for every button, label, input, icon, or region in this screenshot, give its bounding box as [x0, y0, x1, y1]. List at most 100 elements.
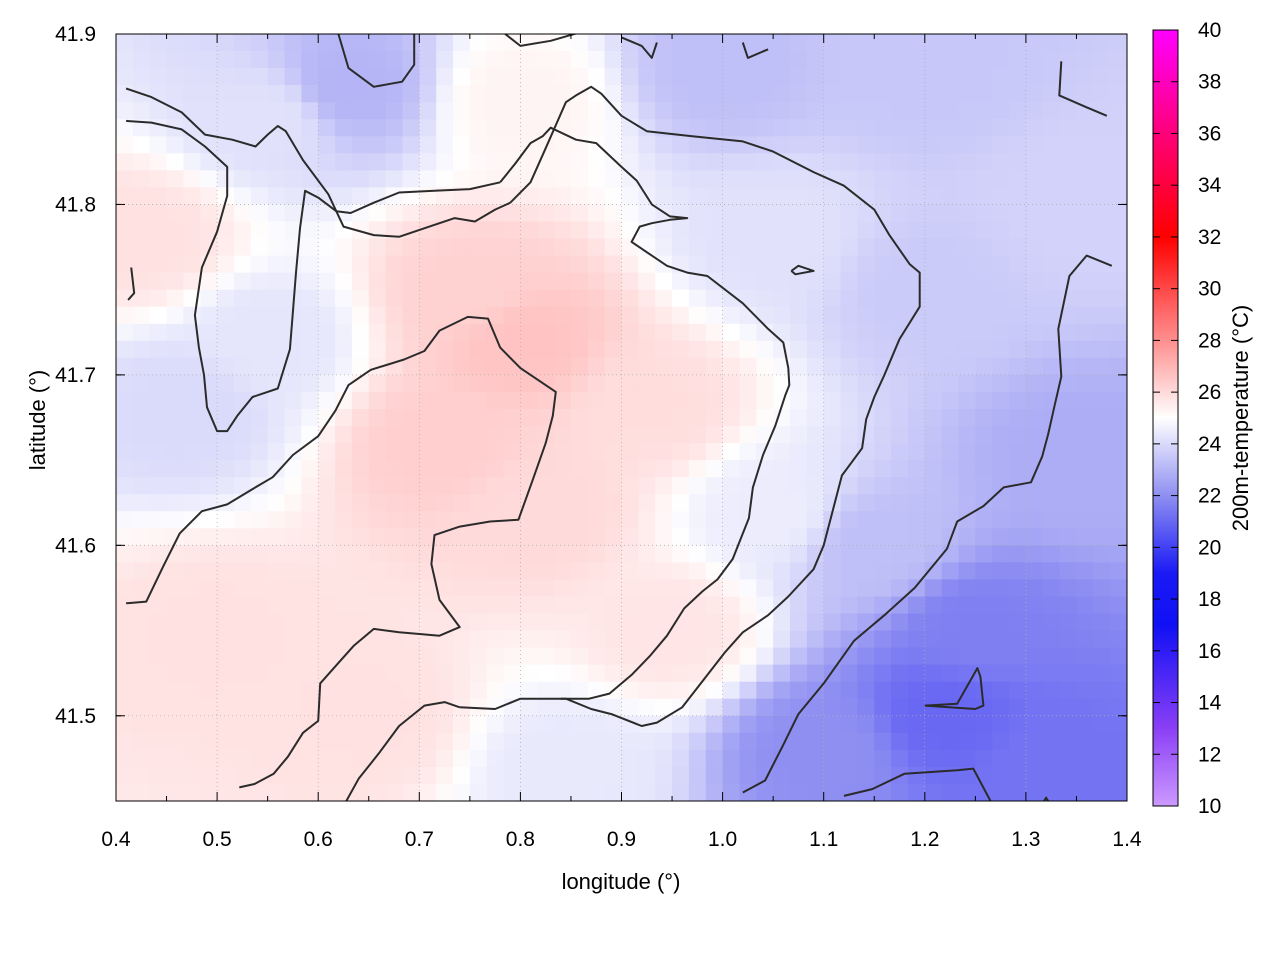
heatmap-cell — [284, 647, 302, 666]
heatmap-cell — [486, 766, 505, 785]
heatmap-cell — [1009, 306, 1027, 325]
heatmap-cell — [284, 255, 302, 274]
heatmap-cell — [132, 306, 151, 325]
heatmap-cell — [1042, 732, 1061, 751]
heatmap-cell — [891, 460, 909, 478]
heatmap-cell — [116, 340, 134, 359]
heatmap-cell — [722, 374, 740, 393]
heatmap-cell — [1059, 579, 1077, 597]
heatmap-cell — [520, 85, 538, 103]
heatmap-cell — [924, 562, 943, 580]
heatmap-cell — [419, 443, 437, 461]
heatmap-cell — [806, 357, 825, 376]
heatmap-cell — [806, 221, 825, 240]
heatmap-cell — [672, 187, 690, 205]
heatmap-cell — [688, 357, 707, 376]
heatmap-cell — [503, 477, 521, 495]
heatmap-cell — [132, 323, 151, 342]
heatmap-cell — [571, 409, 589, 427]
heatmap-cell — [891, 528, 909, 546]
heatmap-cell — [823, 170, 842, 188]
heatmap-cell — [402, 681, 420, 700]
heatmap-cell — [149, 34, 168, 52]
heatmap-cell — [638, 204, 656, 222]
heatmap-cell — [149, 732, 168, 751]
heatmap-cell — [790, 698, 808, 717]
heatmap-cell — [149, 698, 168, 717]
heatmap-cell — [975, 119, 993, 137]
heatmap-cell — [1042, 102, 1061, 120]
heatmap-cell — [638, 102, 656, 120]
heatmap-cell — [908, 136, 926, 154]
heatmap-cell — [301, 784, 319, 801]
heatmap-cell — [537, 766, 555, 785]
heatmap-cell — [385, 784, 403, 801]
heatmap-cell — [234, 477, 252, 495]
heatmap-cell — [688, 323, 707, 342]
contour-line — [337, 34, 416, 88]
heatmap-cell — [1059, 68, 1077, 86]
heatmap-cell — [604, 494, 623, 512]
heatmap-cell — [385, 698, 403, 717]
heatmap-cell — [234, 749, 252, 768]
heatmap-cell — [503, 715, 521, 734]
heatmap-cell — [368, 391, 387, 410]
heatmap-cell — [756, 715, 774, 734]
heatmap-cell — [200, 630, 218, 649]
heatmap-cell — [1009, 698, 1027, 717]
heatmap-cell — [840, 306, 859, 325]
heatmap-cell — [537, 119, 555, 137]
heatmap-cell — [672, 306, 690, 325]
heatmap-cell — [739, 170, 757, 188]
heatmap-cell — [453, 187, 471, 205]
heatmap-cell — [1025, 477, 1044, 495]
heatmap-cell — [638, 732, 656, 751]
heatmap-cell — [823, 68, 842, 86]
heatmap-cell — [773, 664, 791, 683]
heatmap-cell — [773, 391, 791, 410]
heatmap-cell — [267, 732, 286, 751]
heatmap-cell — [587, 460, 606, 478]
heatmap-cell — [335, 749, 353, 768]
heatmap-cell — [638, 391, 656, 410]
heatmap-cell — [1025, 187, 1044, 205]
heatmap-cell — [840, 664, 859, 683]
heatmap-cell — [402, 545, 420, 563]
heatmap-cell — [234, 289, 252, 308]
heatmap-cell — [722, 784, 740, 801]
heatmap-cell — [351, 153, 370, 171]
heatmap-cell — [402, 102, 420, 120]
heatmap-cell — [672, 681, 690, 700]
heatmap-cell — [975, 51, 993, 69]
heatmap-cell — [992, 477, 1010, 495]
heatmap-cell — [116, 51, 134, 69]
heatmap-cell — [840, 528, 859, 546]
heatmap-cell — [975, 511, 993, 529]
heatmap-cell — [1059, 545, 1077, 563]
heatmap-cell — [891, 221, 909, 240]
heatmap-cell — [385, 494, 403, 512]
heatmap-cell — [790, 102, 808, 120]
heatmap-cell — [469, 238, 488, 257]
heatmap-cell — [1009, 51, 1027, 69]
heatmap-cell — [284, 272, 302, 291]
heatmap-cell — [1042, 494, 1061, 512]
heatmap-cell — [1076, 460, 1094, 478]
heatmap-cell — [335, 136, 353, 154]
heatmap-cell — [587, 545, 606, 563]
heatmap-cell — [267, 306, 286, 325]
heatmap-cell — [722, 647, 740, 666]
heatmap-cell — [419, 664, 437, 683]
heatmap-cell — [587, 528, 606, 546]
heatmap-cell — [672, 391, 690, 410]
heatmap-cell — [773, 698, 791, 717]
heatmap-cell — [908, 426, 926, 444]
heatmap-cell — [621, 357, 639, 376]
heatmap-cell — [116, 579, 134, 597]
heatmap-cell — [250, 323, 269, 342]
heatmap-cell — [806, 613, 825, 632]
heatmap-cell — [301, 272, 319, 291]
heatmap-cell — [655, 306, 673, 325]
heatmap-cell — [1042, 545, 1061, 563]
heatmap-cell — [688, 409, 707, 427]
